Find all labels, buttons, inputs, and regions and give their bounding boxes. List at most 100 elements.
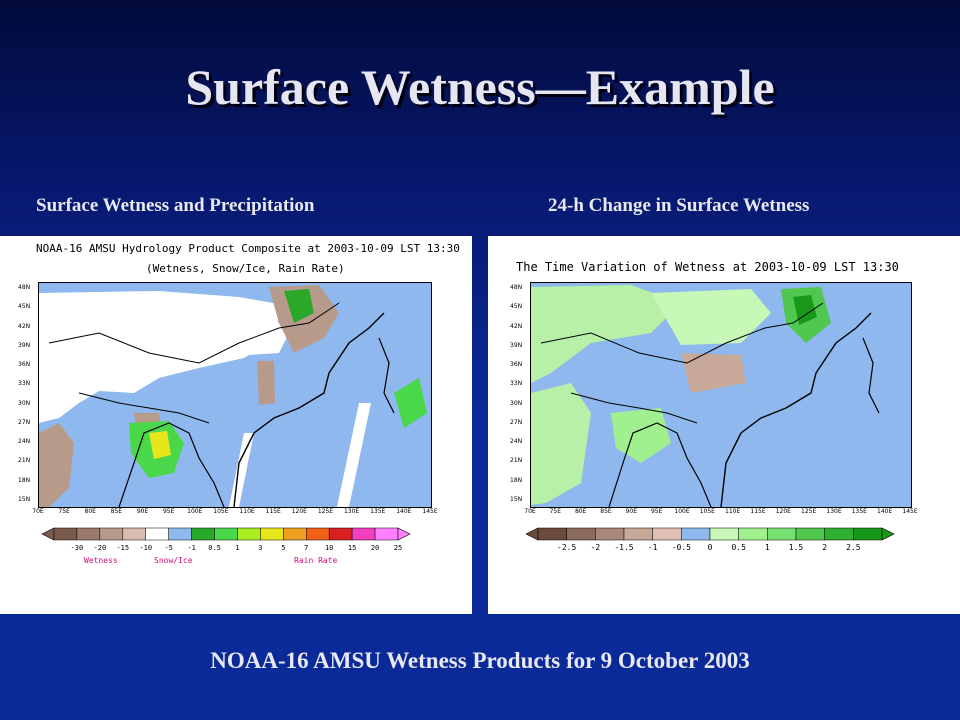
lon-tick-label: 95E [162, 508, 175, 515]
legend-color-cell [191, 527, 215, 541]
lat-tick-label: 36N [510, 361, 523, 369]
lat-tick-label: 45N [510, 303, 523, 311]
legend-color-cell [99, 527, 124, 541]
lat-tick-label: 18N [510, 476, 523, 484]
legend-color-cell [795, 527, 825, 541]
legend-tick-label: -10 [139, 544, 152, 552]
lon-tick-label: 115E [750, 508, 766, 515]
lat-tick-label: 30N [510, 399, 523, 407]
snow-ice-area-2 [229, 313, 289, 355]
legend-color-cell [595, 527, 625, 541]
rain-heavy-bay [149, 431, 171, 459]
legend-color-cell [306, 527, 330, 541]
legend-tick-label: 20 [371, 544, 379, 552]
lat-tick-label: 48N [18, 284, 31, 291]
legend-color-cell [623, 527, 653, 541]
border-north [540, 302, 824, 364]
legend-category-snow-ice: Snow/Ice [154, 556, 193, 565]
legend-tick-label: -1.5 [614, 543, 633, 552]
lat-tick-label: 18N [18, 476, 31, 484]
lon-tick-label: 110E [725, 508, 741, 515]
coastline-south [118, 422, 225, 507]
lat-tick-label: 21N [510, 457, 523, 465]
wetness-area-north [269, 285, 339, 353]
lon-tick-label: 145E [902, 508, 918, 515]
lon-tick-label: 80E [84, 508, 96, 515]
wetness-area-west [39, 423, 74, 507]
slide-title: Surface Wetness—Example [185, 59, 775, 115]
wetness-change-map [530, 282, 912, 508]
legend-color-cell [824, 527, 854, 541]
lon-tick-label: 145E [422, 508, 438, 515]
legend-color-cell [237, 527, 261, 541]
lon-tick-label: 70E [524, 508, 536, 515]
legend-color-cell [767, 527, 797, 541]
lon-tick-label: 100E [187, 508, 203, 515]
left-panel-caption: Surface Wetness and Precipitation [36, 195, 315, 216]
legend-color-cell [537, 527, 567, 541]
legend-category-wetness: Wetness [84, 556, 118, 565]
legend-tick-label: 7 [304, 544, 308, 552]
lon-tick-label: 135E [851, 508, 867, 515]
lon-tick-label: 125E [317, 508, 334, 515]
wetness-precip-map [38, 282, 432, 508]
left-lon-axis: 70E 75E 80E 85E 90E 95E 100E 105E 110E 115E 120E 12… [32, 508, 437, 518]
change-area-west [531, 383, 591, 505]
lon-tick-label: 70E [32, 508, 44, 515]
wetness-change-map-svg [531, 283, 911, 507]
lon-tick-label: 90E [625, 508, 638, 515]
legend-tick-label: 0 [708, 543, 713, 552]
legend-tick-label: 1 [765, 543, 770, 552]
legend-tick-label: 1 [235, 544, 239, 552]
legend-color-cell [681, 527, 711, 541]
slide-footer-caption: NOAA-16 AMSU Wetness Products for 9 Octo… [210, 648, 750, 673]
lon-tick-label: 90E [136, 508, 149, 515]
legend-color-cell [260, 527, 284, 541]
legend-color-cell [738, 527, 768, 541]
wetness-change-panel: The Time Variation of Wetness at 2003-10… [488, 236, 960, 614]
legend-color-cell [709, 527, 739, 541]
right-lat-axis: 48N 45N 42N 39N 36N 33N 30N 27N 24N 21N 18N 15N [510, 284, 530, 504]
coastline-south [608, 422, 712, 507]
lon-tick-label: 140E [396, 508, 412, 515]
lon-tick-label: 140E [877, 508, 893, 515]
lon-tick-label: 105E [699, 508, 715, 515]
lat-tick-label: 24N [510, 438, 523, 446]
lat-tick-label: 48N [510, 284, 523, 291]
orbit-gap-2 [229, 433, 254, 507]
lon-tick-label: 125E [801, 508, 817, 515]
legend-tick-label: -15 [116, 544, 129, 552]
legend-tick-label: 0.5 [208, 544, 221, 552]
lat-tick-label: 27N [510, 418, 523, 426]
right-lon-axis: 70E 75E 80E 85E 90E 95E 100E 105E 110E 115E 120E 12… [524, 508, 917, 518]
lon-tick-label: 85E [600, 508, 612, 515]
legend-category-rain-rate: Rain Rate [294, 556, 338, 565]
lon-tick-label: 120E [775, 508, 791, 515]
legend-color-cell [122, 527, 146, 541]
legend-color-cell [351, 527, 376, 541]
wetness-area-central [257, 361, 275, 405]
left-panel-header: NOAA-16 AMSU Hydrology Product Composite… [36, 242, 460, 255]
legend-tick-label: 1.5 [789, 543, 804, 552]
legend-tick-label: -1 [187, 544, 195, 552]
wetness-precip-panel: NOAA-16 AMSU Hydrology Product Composite… [0, 236, 472, 614]
legend-color-cell [566, 527, 596, 541]
legend-color-cell [853, 527, 883, 541]
lat-tick-label: 45N [18, 303, 31, 311]
legend-tick-label: 10 [325, 544, 333, 552]
legend-arrow-high [881, 527, 895, 541]
change-area-north [651, 289, 771, 345]
legend-color-cell [76, 527, 101, 541]
lon-tick-label: 95E [650, 508, 663, 515]
wetness-precip-legend: -30 -20 -15 -10 -5 -1 0.5 1 3 5 7 10 15 20 25 [41, 527, 411, 552]
lat-tick-label: 30N [18, 399, 31, 407]
legend-color-cell [53, 527, 78, 541]
legend-tick-label: 15 [348, 544, 356, 552]
change-area-south [611, 408, 671, 463]
lon-tick-label: 120E [291, 508, 307, 515]
legend-tick-label: 2 [822, 543, 827, 552]
lon-tick-label: 85E [110, 508, 123, 515]
lat-tick-label: 24N [18, 438, 31, 446]
legend-tick-label: -1 [648, 543, 658, 552]
lat-tick-label: 15N [510, 496, 523, 503]
